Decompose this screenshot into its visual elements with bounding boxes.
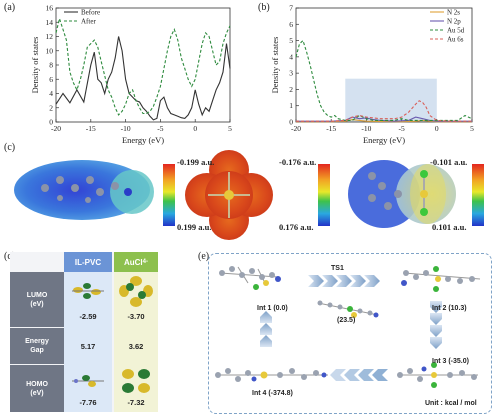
- y-tick-label: 4: [49, 89, 53, 98]
- panel-label-a: (a): [4, 2, 16, 13]
- esp1-bottom-label: 0.199 a.u.: [177, 222, 212, 232]
- molecule-int3: [397, 362, 478, 388]
- y-tick-label: 10: [46, 46, 54, 55]
- x-axis-label: Energy (eV): [363, 135, 405, 145]
- orbital-homo-il-pvc: [72, 375, 104, 387]
- reaction-pathway-box: [208, 253, 492, 414]
- esp3-top-label: -0.101 a.u.: [430, 157, 468, 167]
- colorbar-3: [472, 164, 484, 226]
- colorbar-1: [163, 164, 175, 226]
- panel-label-d: (d): [4, 251, 16, 262]
- int3-label: Int 3 (-35.0): [432, 358, 469, 365]
- row-label-lumo: LUMO (eV): [10, 272, 64, 327]
- y-axis-label: Density of states: [270, 37, 280, 94]
- colorbar-2: [318, 164, 330, 226]
- x-axis-label: Energy (eV): [122, 135, 164, 145]
- arrow-int1-to-int2: [308, 275, 380, 287]
- panel-label-c: (c): [4, 142, 16, 153]
- legend-label: Au 6s: [447, 36, 464, 44]
- x-tick-label: 5: [228, 124, 232, 133]
- unit-label: Unit : kcal / mol: [425, 400, 477, 407]
- arrow-ts-up: [260, 311, 272, 347]
- y-tick-label: 3: [289, 69, 293, 78]
- legend-label: N 2p: [447, 18, 461, 26]
- y-tick-label: 2: [49, 103, 53, 112]
- esp-map-complex: [348, 160, 456, 228]
- arrow-int2-to-int3: [430, 301, 442, 349]
- row-label-homo: HOMO (eV): [10, 365, 64, 412]
- x-tick-label: -10: [361, 124, 371, 133]
- x-tick-label: 5: [470, 124, 474, 133]
- col-header-aucl4: AuCl 4-: [114, 252, 158, 272]
- y-tick-label: 16: [46, 4, 54, 13]
- panel-label-e: (e): [198, 251, 210, 262]
- arrow-int3-to-int4: [330, 369, 388, 381]
- esp-maps: [14, 150, 484, 240]
- homo-il-pvc-value: -7.76: [79, 398, 97, 407]
- x-tick-label: 0: [193, 124, 197, 133]
- int4-label: Int 4 (-374.8): [252, 390, 293, 397]
- legend-label: Au 5d: [447, 27, 465, 35]
- gap-aucl4-value: 3.62: [128, 342, 144, 351]
- y-tick-label: 14: [46, 18, 54, 27]
- y-tick-label: 2: [289, 85, 293, 94]
- y-tick-label: 7: [289, 4, 293, 13]
- y-tick-label: 4: [289, 52, 293, 61]
- x-tick-label: -15: [86, 124, 96, 133]
- y-tick-label: 0: [289, 118, 293, 127]
- y-tick-label: 8: [49, 61, 53, 70]
- y-tick-label: 5: [289, 36, 293, 45]
- esp2-top-label: -0.176 a.u.: [279, 157, 317, 167]
- esp-map-aucl4: [185, 150, 273, 240]
- orbital-homo-aucl4: [122, 369, 150, 393]
- pdos-chart-b: -20 -15 -10 -5 0 5 0 1 2 3 4 5 6 7 Energy (eV) Density …: [270, 4, 474, 146]
- x-tick-label: -20: [51, 124, 61, 133]
- highlight-region: [345, 78, 437, 122]
- y-tick-label: 0: [49, 118, 53, 127]
- series-line-before: [55, 36, 231, 121]
- gap-il-pvc-value: 5.17: [80, 342, 96, 351]
- molecule-int2: [401, 266, 481, 292]
- x-tick-label: -5: [157, 124, 163, 133]
- x-tick-label: -15: [326, 124, 336, 133]
- row-label-gap: Energy Gap: [10, 328, 64, 364]
- x-tick-label: -10: [121, 124, 131, 133]
- esp-map-il-pvc: [14, 160, 154, 220]
- lumo-aucl4-value: -3.70: [127, 312, 145, 321]
- orbital-table: IL-PVC AuCl 4- LUMO (eV) Energy Gap HOMO (eV…: [10, 252, 158, 412]
- molecule-int4: [215, 368, 328, 382]
- int2-label: Int 2 (10.3): [432, 305, 467, 312]
- legend-label: After: [81, 18, 96, 26]
- y-tick-label: 1: [289, 101, 293, 110]
- molecule-int1: [219, 266, 281, 290]
- esp3-bottom-label: 0.101 a.u.: [432, 222, 467, 232]
- legend-label: N 2s: [447, 9, 460, 17]
- y-tick-label: 6: [49, 75, 53, 84]
- int1-label: Int 1 (0.0): [257, 305, 288, 312]
- lumo-il-pvc-value: -2.59: [79, 312, 97, 321]
- y-tick-label: 6: [289, 20, 293, 29]
- panel-label-b: (b): [258, 2, 270, 13]
- homo-aucl4-value: -7.32: [127, 398, 145, 407]
- orbital-lumo-il-pvc: [72, 283, 104, 299]
- x-tick-label: -20: [291, 124, 301, 133]
- series-line-au-6s: [296, 100, 472, 122]
- ts1-label: TS1: [331, 265, 344, 272]
- y-axis-label: Density of states: [30, 37, 40, 94]
- ts1-energy: (23.5): [337, 317, 356, 324]
- esp2-bottom-label: 0.176 a.u.: [279, 222, 314, 232]
- reaction-pathway: [215, 266, 481, 388]
- esp1-top-label: -0.199 a.u.: [177, 157, 215, 167]
- series-line-n-2p: [296, 116, 472, 122]
- molecule-ts1: [317, 300, 379, 318]
- x-tick-label: 0: [435, 124, 439, 133]
- x-tick-label: -5: [398, 124, 404, 133]
- legend-label: Before: [81, 9, 100, 17]
- y-tick-label: 12: [46, 32, 54, 41]
- col-header-il-pvc: IL-PVC: [64, 252, 112, 272]
- orbital-lumo-aucl4: [119, 276, 153, 307]
- series-line-after: [55, 16, 231, 116]
- series-line-au-5d: [295, 39, 473, 121]
- dos-chart-a: -20 -15 -10 -5 0 5 0 2 4 6 8 10 12 14 16 Energy (eV) Den…: [30, 4, 232, 146]
